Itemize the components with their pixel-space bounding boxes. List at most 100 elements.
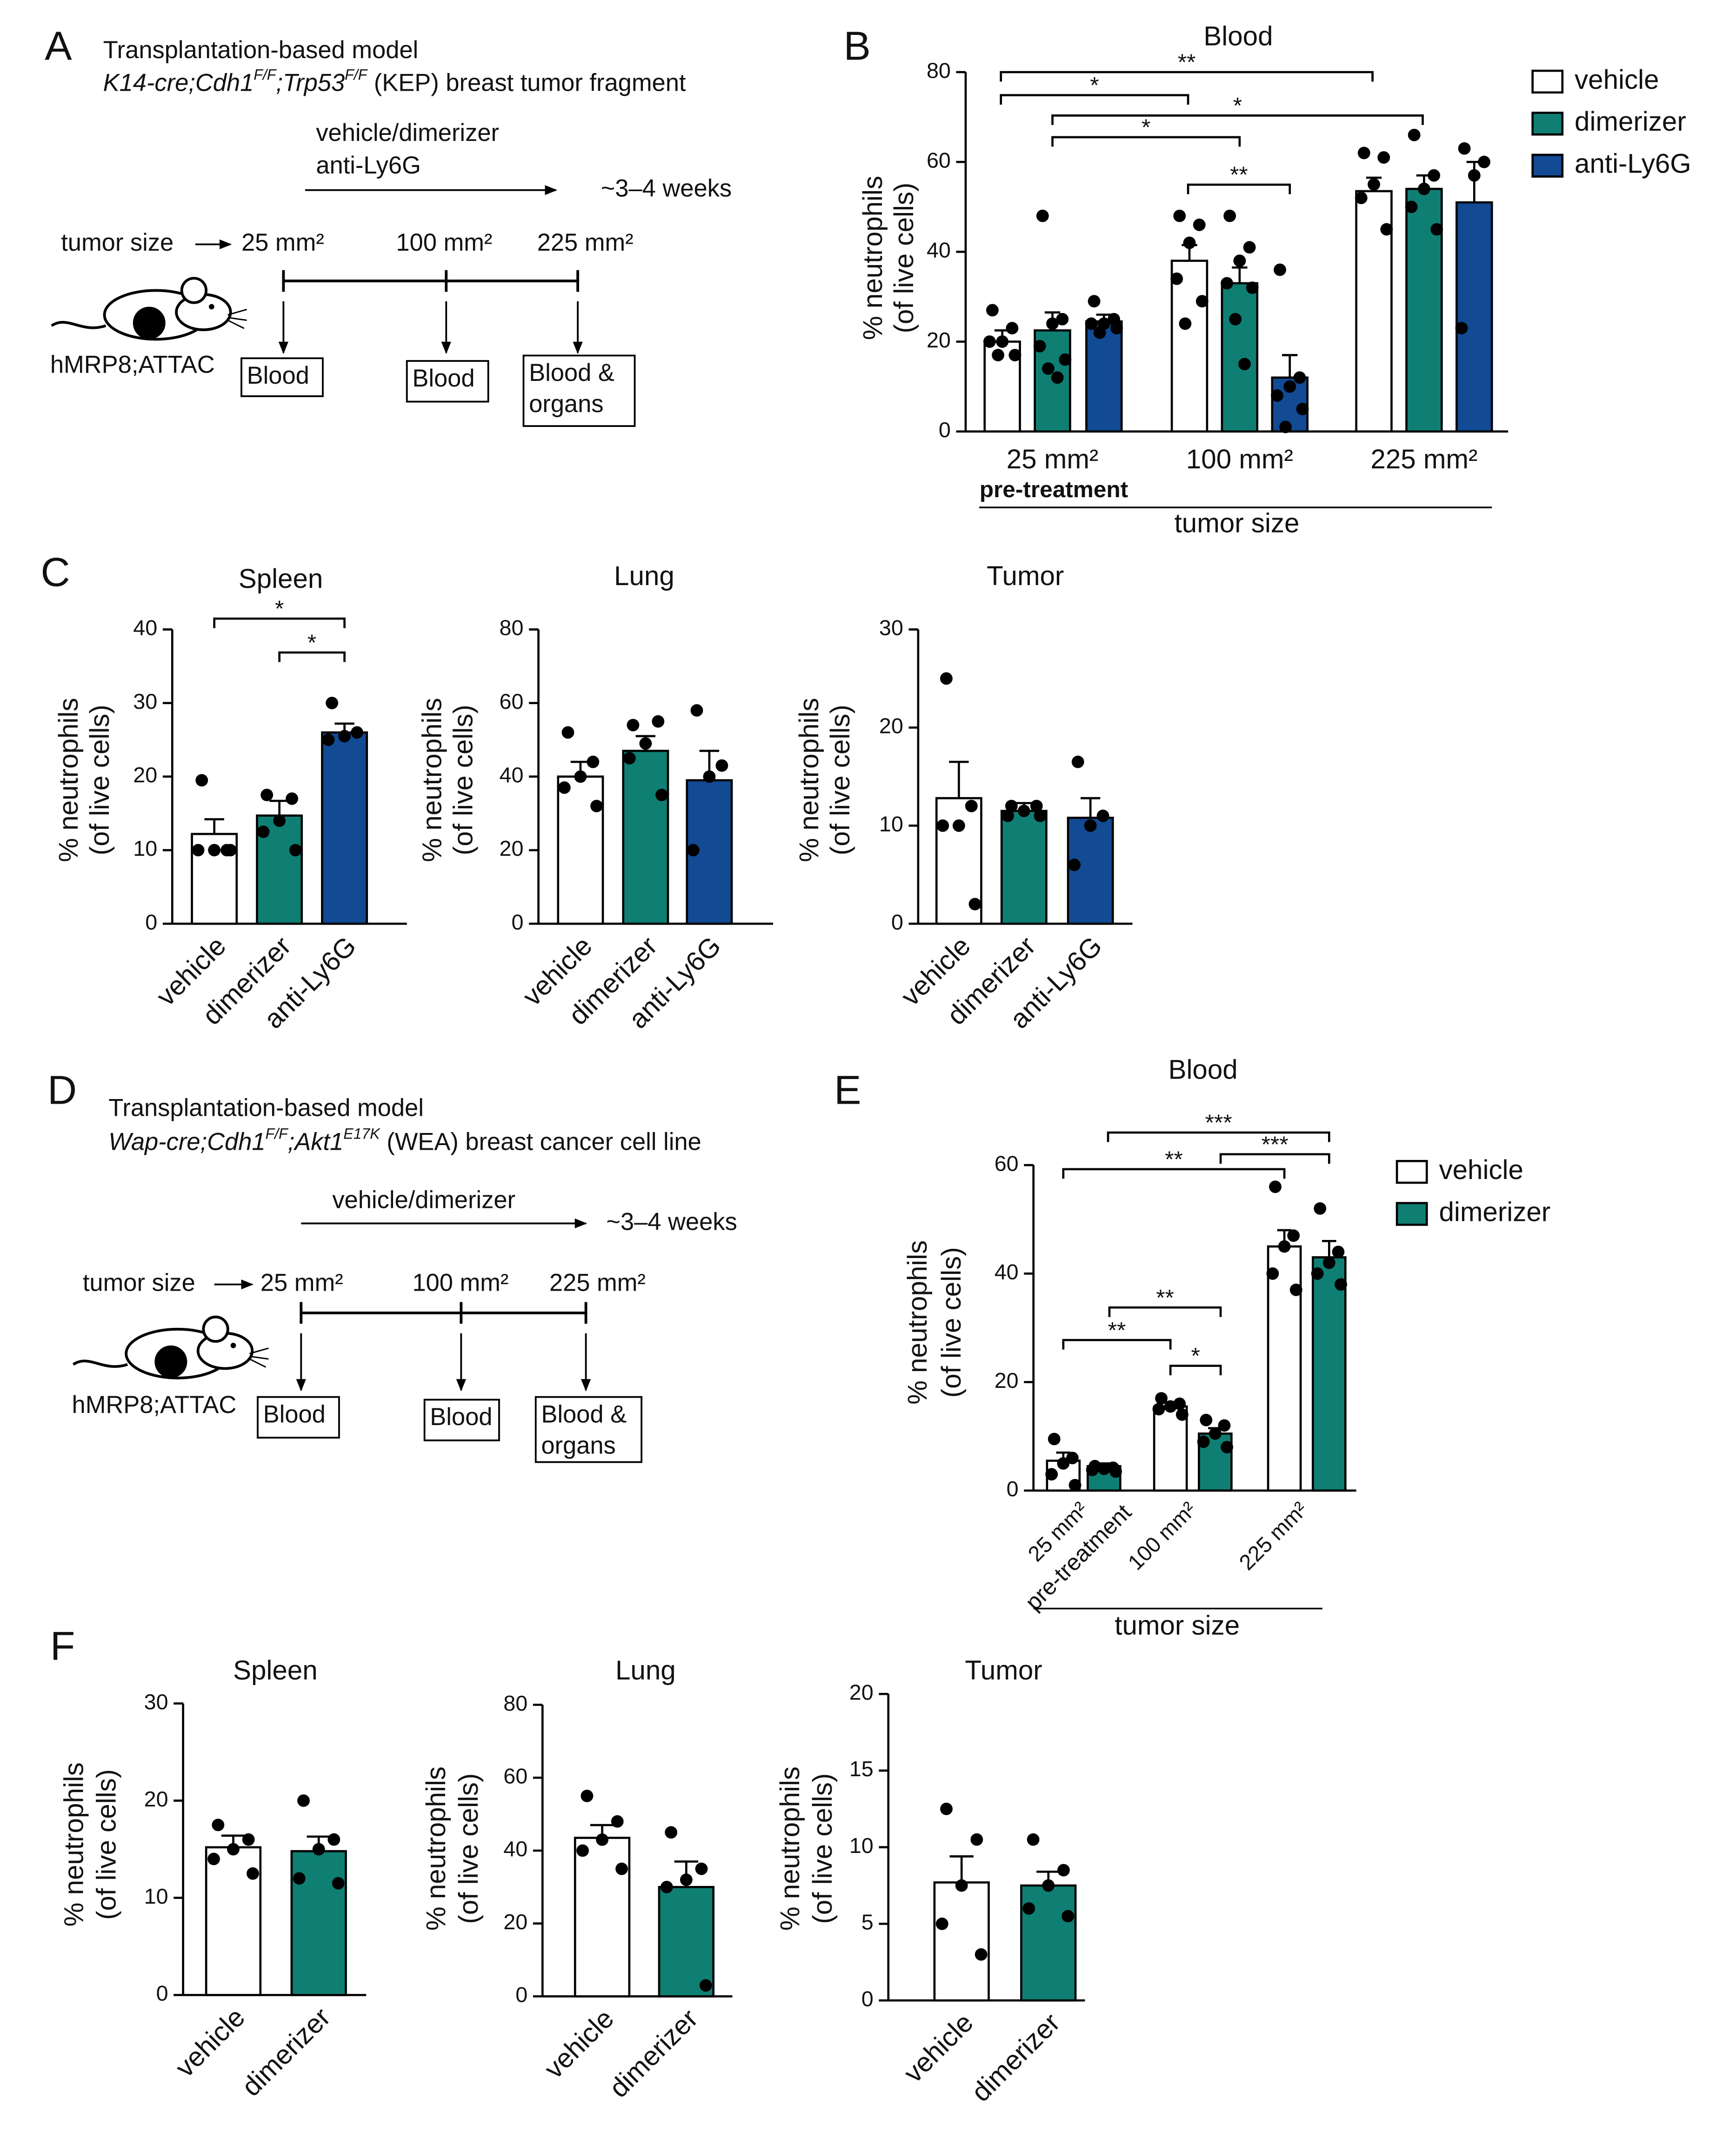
data-point (1279, 420, 1292, 433)
size-label: 100 mm² (412, 1269, 508, 1296)
y-tick-label: 10 (849, 1833, 874, 1858)
x-axis-label: tumor size (1175, 508, 1300, 538)
x-tick-label: dimerizer (603, 2003, 703, 2103)
data-point (558, 781, 571, 794)
y-axis-label: % neutrophils (417, 698, 447, 862)
y-tick-label: 10 (133, 836, 157, 860)
y-tick-label: 0 (891, 910, 903, 934)
significance-bracket (1107, 1131, 1330, 1142)
error-bar (1282, 354, 1298, 378)
error-bar (1232, 266, 1248, 283)
y-tick-label: 30 (133, 689, 157, 713)
panel-letter: A (45, 23, 72, 69)
category-note: pre-treatment (980, 476, 1128, 502)
data-point (699, 1979, 712, 1992)
data-point (1036, 209, 1049, 222)
y-tick-label: 40 (500, 763, 524, 787)
data-point (1042, 362, 1055, 375)
x-tick-label: vehicle (898, 2007, 979, 2088)
duration-label: ~3–4 weeks (601, 175, 732, 202)
y-axis-label: (of live cells) (92, 1769, 122, 1920)
sample-label: Blood (263, 1400, 326, 1428)
data-point (970, 1833, 983, 1846)
mouse-icon (51, 277, 247, 341)
y-tick-label: 80 (500, 616, 524, 640)
data-point (611, 1815, 624, 1828)
data-point (935, 1917, 948, 1930)
y-tick-label: 20 (879, 714, 903, 738)
data-point (227, 1843, 240, 1856)
data-point (660, 1880, 673, 1893)
data-point (1051, 371, 1064, 384)
size-label: 25 mm² (241, 229, 324, 256)
data-point (1428, 169, 1441, 182)
data-point (1042, 1879, 1055, 1892)
tumor-size-label: tumor size (83, 1269, 195, 1296)
panel-letter: C (40, 549, 70, 595)
x-tick-label: 100 mm² (1186, 444, 1293, 474)
data-point (1458, 142, 1471, 155)
data-point (1005, 800, 1018, 813)
data-point (1408, 128, 1421, 141)
data-point (1109, 1465, 1122, 1478)
data-point (687, 844, 700, 857)
chart-title: Blood (1203, 21, 1273, 52)
data-point (312, 1843, 325, 1856)
data-point (581, 1789, 594, 1802)
data-point (1377, 151, 1390, 164)
data-point (1223, 209, 1236, 222)
error-bar (1080, 797, 1101, 818)
y-tick-label: 30 (879, 616, 903, 640)
panel-letter: B (844, 23, 871, 69)
legend-swatch (1531, 112, 1564, 136)
data-point (1057, 1457, 1070, 1470)
y-tick-label: 60 (995, 1151, 1019, 1175)
data-point (587, 755, 600, 768)
data-point (1088, 295, 1101, 308)
chart-title: Tumor (987, 561, 1064, 591)
y-axis-label: % neutrophils (902, 1240, 933, 1405)
data-point (224, 844, 237, 857)
y-axis-label: % neutrophils (858, 176, 888, 340)
x-tick-label: dimerizer (236, 2002, 336, 2102)
data-point (1266, 1267, 1279, 1280)
data-point (1002, 809, 1015, 822)
data-point (1289, 1283, 1302, 1296)
data-point (1048, 1433, 1061, 1446)
data-point (940, 672, 953, 685)
data-point (351, 726, 363, 739)
significance-label: *** (1205, 1110, 1232, 1136)
data-point (1022, 1902, 1035, 1915)
y-tick-label: 0 (511, 910, 523, 934)
data-point (1229, 313, 1242, 326)
data-point (1322, 1256, 1335, 1269)
data-point (1175, 1408, 1188, 1421)
legend-swatch (1395, 1159, 1428, 1184)
treatment-label: vehicle/dimerizer (332, 1186, 515, 1214)
y-tick-label: 40 (133, 616, 157, 640)
y-axis-label: % neutrophils (421, 1766, 451, 1931)
sample-box (534, 1396, 642, 1463)
data-point (1179, 317, 1192, 330)
genotype-part: (KEP) breast tumor fragment (367, 69, 686, 96)
data-point (1017, 805, 1030, 817)
data-point (655, 788, 668, 801)
data-point (1056, 313, 1069, 326)
chart-title: Lung (614, 561, 674, 591)
model-genotype: Wap-cre;Cdh1F/F;Akt1E17K (WEA) breast ca… (108, 1126, 701, 1155)
chart-title: Lung (615, 1655, 676, 1686)
significance-label: * (1233, 93, 1242, 119)
data-point (242, 1833, 255, 1846)
sample-label: Blood (430, 1403, 492, 1431)
model-title: Transplantation-based model (103, 36, 419, 64)
data-point (1455, 322, 1468, 334)
sample-label: Blood (247, 362, 309, 389)
sample-box (406, 360, 489, 403)
data-point (652, 715, 665, 728)
panel-letter: F (50, 1623, 75, 1669)
bar (321, 731, 368, 925)
significance-bracket (1219, 1153, 1330, 1164)
bar (574, 1837, 631, 1998)
legend-swatch (1531, 153, 1564, 178)
data-point (1335, 1278, 1347, 1291)
